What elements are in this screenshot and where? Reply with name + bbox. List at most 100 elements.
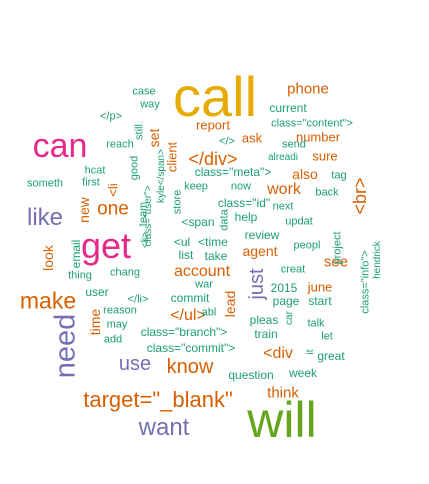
cloud-word: may — [106, 318, 128, 331]
cloud-word: work — [267, 181, 301, 198]
cloud-word: chang — [110, 266, 140, 279]
cloud-word: sure — [312, 148, 338, 164]
cloud-word: see — [323, 253, 349, 271]
cloud-word: send — [282, 138, 306, 151]
cloud-word: class="content"> — [271, 117, 353, 130]
cloud-word: lead — [222, 290, 238, 318]
cloud-word: report — [196, 117, 230, 133]
cloud-word: class="commit"> — [146, 341, 236, 355]
cloud-word: help — [234, 210, 258, 224]
cloud-word: </p> — [99, 110, 123, 123]
cloud-word: case — [132, 85, 156, 98]
cloud-word: next — [272, 200, 294, 213]
cloud-word: class="meta"> — [194, 165, 272, 179]
cloud-word: project — [331, 231, 344, 265]
cloud-word: page — [272, 294, 300, 308]
cloud-word: number — [295, 129, 341, 145]
cloud-word: great — [317, 349, 345, 363]
cloud-word: target="_blank" — [83, 387, 233, 412]
cloud-word: abl — [201, 306, 217, 319]
cloud-word: 2015 — [270, 281, 298, 295]
cloud-word: will — [247, 392, 317, 448]
cloud-word: it — [305, 349, 316, 355]
cloud-word: <time — [198, 235, 228, 249]
cloud-word: first — [82, 176, 100, 189]
cloud-word: can — [32, 127, 88, 165]
cloud-word: one — [97, 198, 129, 220]
cloud-word: june — [307, 279, 333, 295]
cloud-word: let — [321, 330, 333, 343]
cloud-word: now — [230, 180, 252, 193]
cloud-word: data — [218, 209, 231, 231]
cloud-word: user — [85, 285, 109, 299]
cloud-word: pleas — [249, 313, 279, 327]
cloud-word: agent — [242, 243, 278, 259]
cloud-word: start — [308, 294, 332, 308]
cloud-word: <br> — [350, 177, 370, 215]
cloud-word: war — [195, 278, 213, 291]
cloud-word: alreadi — [267, 152, 299, 163]
cloud-word: </ul> — [170, 307, 206, 324]
cloud-word: look — [40, 245, 56, 271]
cloud-word: question — [228, 368, 274, 382]
cloud-word: also — [292, 166, 318, 182]
cloud-word: know — [166, 356, 214, 378]
cloud-word: car — [284, 311, 295, 325]
cloud-word: account — [173, 263, 231, 280]
cloud-word: creat — [280, 263, 306, 276]
cloud-word: <ul — [173, 235, 191, 249]
cloud-word: </div> — [188, 149, 238, 169]
cloud-word: phone — [287, 80, 329, 98]
cloud-word: use — [118, 353, 152, 375]
cloud-word: back — [315, 186, 339, 199]
cloud-word: way — [140, 98, 160, 111]
cloud-word: <li> — [140, 231, 151, 249]
cloud-word: team — [137, 201, 150, 227]
cloud-word: class="branch"> — [140, 325, 228, 339]
cloud-word: good — [128, 155, 141, 181]
cloud-word: class="info"> — [359, 250, 372, 314]
cloud-word: </li> — [127, 293, 149, 306]
cloud-word: kyle</span> — [156, 149, 167, 203]
cloud-word: want — [138, 414, 190, 441]
cloud-word: still — [133, 124, 146, 140]
cloud-word: time — [87, 308, 103, 336]
cloud-word: </> — [219, 135, 235, 148]
cloud-word: tag — [331, 169, 347, 182]
cloud-word: peopl — [293, 239, 321, 252]
cloud-word: reach — [106, 138, 134, 151]
cloud-word: new — [76, 197, 92, 223]
cloud-word: call — [172, 65, 258, 128]
cloud-word: someth — [26, 177, 64, 190]
cloud-word: current — [269, 101, 307, 115]
cloud-word: <li — [105, 183, 121, 197]
cloud-word: list — [178, 248, 194, 262]
cloud-word: train — [254, 327, 278, 341]
cloud-word: email — [69, 239, 83, 269]
cloud-word: need — [49, 313, 82, 379]
cloud-word: class="id" — [217, 196, 271, 210]
cloud-word: keep — [184, 180, 208, 193]
cloud-word: review — [244, 228, 280, 242]
cloud-word: make — [19, 287, 77, 314]
cloud-word: set — [146, 128, 162, 148]
cloud-word: hcat — [84, 164, 106, 177]
cloud-word: just — [246, 268, 268, 300]
cloud-word: talk — [307, 317, 325, 330]
cloud-word: take — [204, 249, 228, 263]
cloud-word: commit — [170, 291, 210, 305]
cloud-word: store — [171, 189, 184, 215]
cloud-word: <span — [181, 215, 215, 229]
cloud-word: think — [267, 384, 299, 402]
cloud-word: <div — [263, 345, 293, 362]
cloud-word: reason — [103, 304, 137, 317]
cloud-word: updat — [285, 215, 313, 228]
cloud-word: client — [164, 141, 180, 173]
cloud-word: ask — [241, 130, 263, 146]
cloud-word: hendrick — [372, 241, 383, 279]
cloud-word: get — [80, 225, 132, 266]
cloud-word: like — [26, 204, 64, 231]
cloud-word: add — [103, 333, 123, 346]
cloud-word: week — [288, 366, 318, 380]
